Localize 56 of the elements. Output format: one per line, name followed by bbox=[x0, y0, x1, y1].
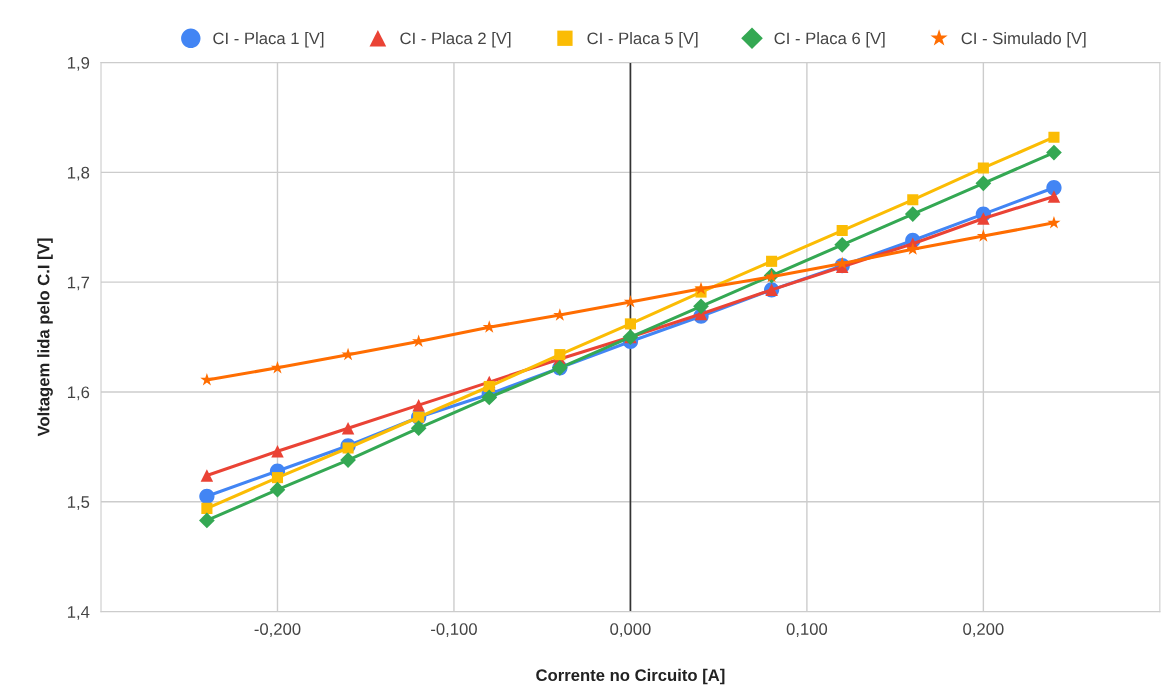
y-tick-label: 1,9 bbox=[68, 56, 90, 71]
point bbox=[835, 256, 849, 270]
point bbox=[975, 175, 992, 192]
legend-label: CI - Placa 2 [V] bbox=[400, 32, 511, 48]
point bbox=[1046, 180, 1062, 196]
x-axis-title: Corrente no Circuito [A] bbox=[536, 668, 725, 685]
point bbox=[694, 281, 708, 295]
x-tick-label: 0,000 bbox=[610, 623, 651, 637]
point bbox=[412, 398, 425, 412]
point bbox=[271, 445, 284, 458]
y-tick-label: 1,6 bbox=[68, 386, 90, 401]
point bbox=[624, 318, 636, 330]
point bbox=[341, 421, 355, 435]
point bbox=[201, 502, 213, 514]
point bbox=[410, 420, 427, 437]
point bbox=[200, 372, 214, 386]
point bbox=[1048, 131, 1060, 143]
point bbox=[554, 349, 566, 361]
point bbox=[693, 298, 709, 315]
point bbox=[340, 452, 356, 468]
point bbox=[269, 481, 286, 498]
y-tick-label: 1,4 bbox=[68, 606, 90, 620]
point bbox=[482, 320, 496, 333]
point bbox=[483, 380, 495, 393]
point bbox=[1046, 144, 1062, 161]
legend-label: CI - Placa 5 [V] bbox=[587, 32, 698, 48]
point bbox=[342, 442, 354, 454]
point bbox=[907, 194, 919, 206]
point bbox=[199, 488, 215, 504]
point bbox=[834, 236, 851, 253]
point bbox=[1047, 190, 1061, 203]
point bbox=[271, 472, 284, 484]
point bbox=[200, 469, 214, 482]
point bbox=[976, 229, 990, 242]
x-tick-label: 0,200 bbox=[963, 623, 1004, 637]
y-tick-label: 1,7 bbox=[68, 276, 90, 291]
x-tick-label: -0,200 bbox=[254, 623, 301, 637]
point bbox=[977, 212, 990, 225]
y-tick-label: 1,5 bbox=[68, 496, 90, 510]
point bbox=[199, 512, 215, 529]
point bbox=[977, 162, 989, 174]
point bbox=[341, 347, 355, 361]
point bbox=[481, 389, 498, 406]
point bbox=[623, 294, 638, 308]
legend-label: CI - Placa 6 [V] bbox=[774, 32, 885, 48]
y-tick-label: 1,8 bbox=[68, 166, 90, 181]
x-tick-label: -0,100 bbox=[431, 623, 477, 637]
legend-label: CI - Simulado [V] bbox=[961, 32, 1086, 48]
point bbox=[904, 206, 921, 222]
legend-label: CI - Placa 1 [V] bbox=[213, 32, 324, 48]
y-axis-title: Voltagem lida pelo C.I [V] bbox=[37, 238, 53, 437]
point bbox=[1047, 215, 1061, 229]
point bbox=[270, 360, 285, 374]
point bbox=[836, 225, 848, 237]
x-tick-label: 0,100 bbox=[786, 623, 828, 637]
point bbox=[766, 255, 778, 267]
